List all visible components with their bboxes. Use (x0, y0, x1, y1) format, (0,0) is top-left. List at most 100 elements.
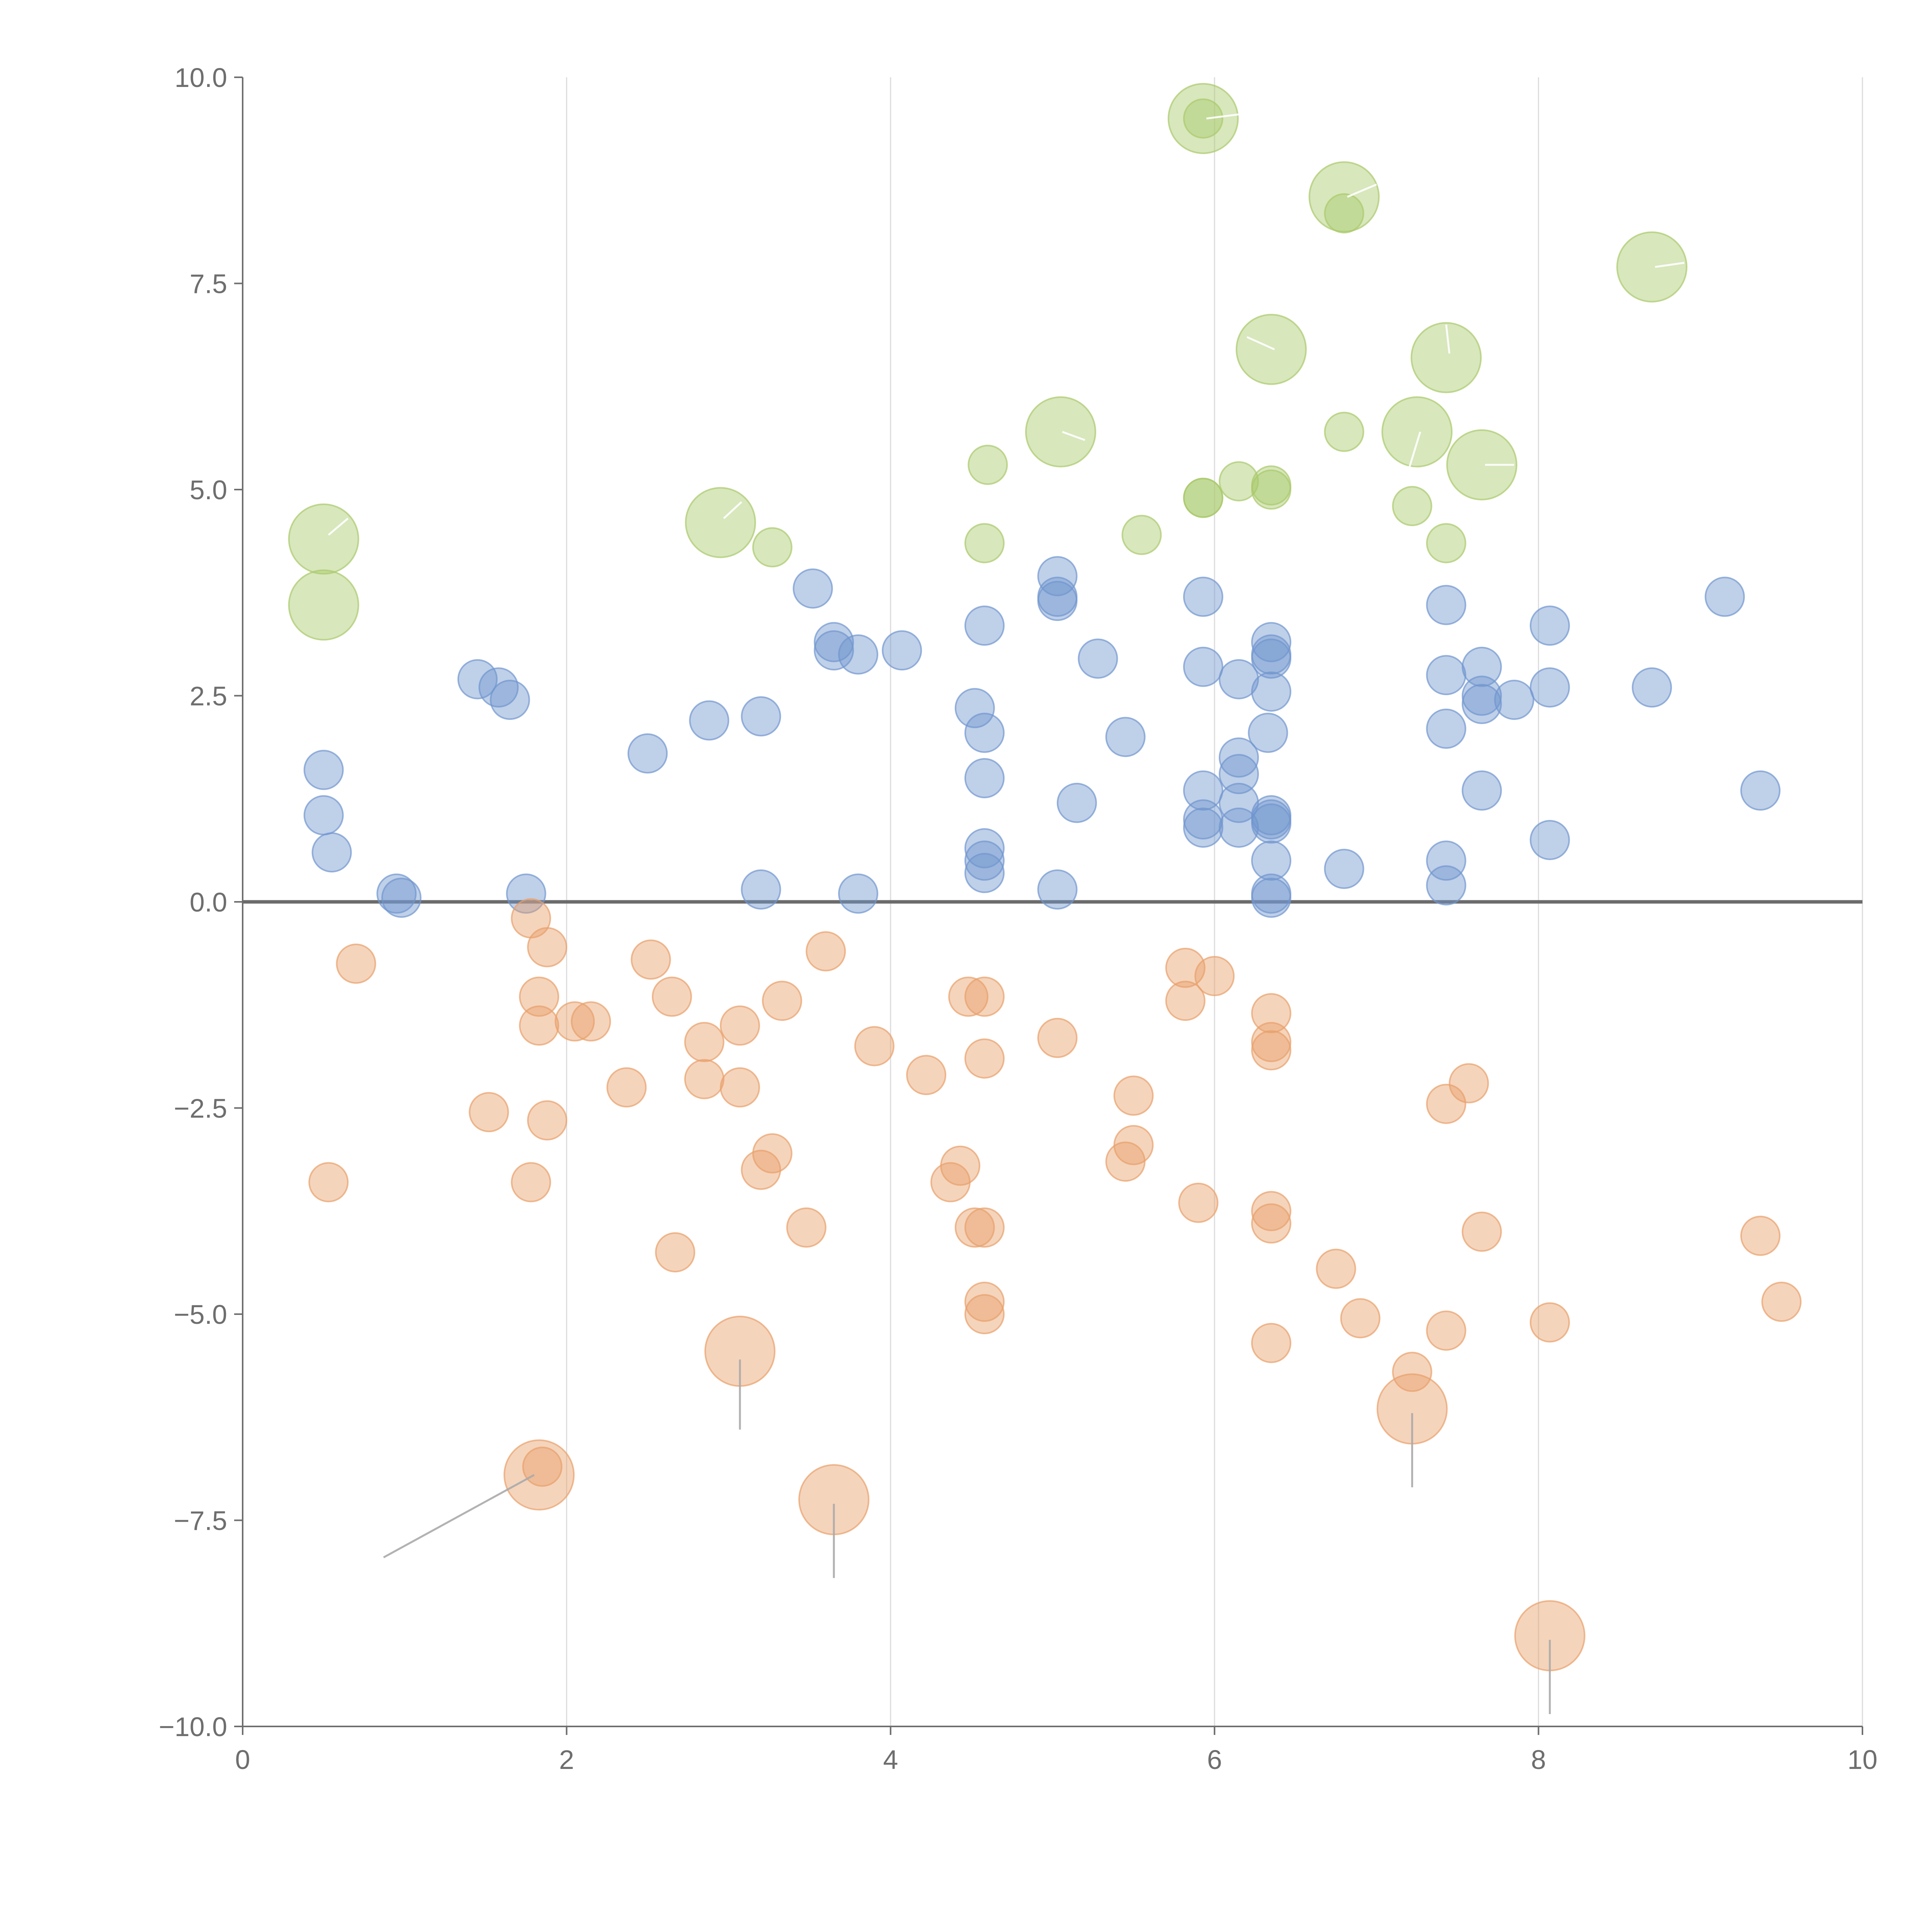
series-blue (303, 556, 1781, 918)
data-point-green (1616, 231, 1688, 303)
data-point-blue (1251, 622, 1291, 662)
data-point-green (964, 523, 1005, 563)
data-point-orange (469, 1092, 509, 1133)
data-point-orange (511, 1162, 551, 1202)
data-point-green (1381, 396, 1453, 468)
data-point-blue (964, 713, 1005, 753)
data-point-green (288, 503, 359, 575)
data-point-blue (1056, 782, 1097, 823)
data-point-blue (1251, 840, 1291, 881)
data-point-green (685, 487, 756, 558)
x-tick-label: 10 (1847, 1745, 1878, 1775)
data-point-orange (1740, 1216, 1781, 1256)
x-tick-label: 6 (1207, 1745, 1222, 1775)
annotation-line (723, 501, 742, 519)
data-point-blue (1251, 671, 1291, 712)
data-point-blue (964, 840, 1005, 881)
data-point-orange (519, 976, 560, 1017)
data-point-orange (964, 1038, 1005, 1079)
data-point-orange (1251, 1323, 1291, 1363)
data-point-orange (719, 1005, 760, 1046)
data-point-orange (631, 939, 671, 980)
data-point-blue (1632, 667, 1672, 708)
data-point-orange (1251, 1191, 1291, 1231)
data-point-blue (1037, 556, 1078, 597)
annotation-line (1247, 336, 1275, 350)
data-point-orange (684, 1022, 724, 1062)
annotation-line (383, 1474, 535, 1558)
data-point-orange (1037, 1018, 1078, 1058)
y-tick-label: 7.5 (190, 269, 227, 299)
series-orange (308, 898, 1802, 1672)
data-point-blue (1529, 667, 1570, 708)
data-point-green (1183, 98, 1223, 139)
data-point-green (752, 527, 793, 568)
annotation-line (1206, 113, 1239, 120)
data-point-orange (854, 1026, 895, 1066)
data-point-orange (519, 1005, 560, 1046)
data-point-blue (1078, 638, 1118, 679)
data-point-orange (1761, 1281, 1802, 1322)
data-point-green (1167, 83, 1239, 154)
y-axis-ticks: 10.0 7.5 5.0 2.5 0.0 −2.5 −5.0 −7.5 −10.0 (159, 63, 243, 1742)
data-point-blue (814, 622, 854, 662)
data-point-green (1392, 486, 1432, 526)
y-tick-label: 5.0 (190, 475, 227, 505)
y-tick-label: −2.5 (174, 1094, 227, 1124)
data-point-blue (741, 696, 781, 736)
data-point-blue (457, 659, 498, 699)
data-point-blue (1251, 638, 1291, 679)
data-point-blue (838, 634, 878, 675)
data-point-orange (948, 976, 989, 1017)
data-point-blue (814, 630, 854, 671)
data-point-blue (1183, 770, 1223, 811)
data-point-orange (1340, 1298, 1381, 1338)
data-point-blue (1183, 799, 1223, 840)
data-point-orange (752, 1133, 793, 1173)
y-tick-label: 2.5 (190, 681, 227, 711)
data-point-blue (1219, 782, 1259, 823)
data-point-blue (1461, 675, 1502, 716)
data-point-blue (381, 878, 422, 918)
data-point-blue (964, 758, 1005, 798)
data-point-orange (1113, 1125, 1154, 1165)
data-point-orange (527, 1100, 568, 1141)
data-point-green (1410, 322, 1482, 393)
data-point-blue (1037, 581, 1078, 621)
data-point-blue (1219, 754, 1259, 794)
data-point-green (1219, 461, 1259, 502)
data-point-blue (1251, 878, 1291, 918)
data-point-blue (964, 853, 1005, 893)
data-point-orange (606, 1067, 647, 1108)
x-tick-label: 8 (1531, 1745, 1546, 1775)
data-point-blue (689, 700, 730, 741)
data-point-orange (940, 1145, 981, 1186)
data-point-blue (793, 568, 833, 609)
y-tick-label: 0.0 (190, 887, 227, 917)
data-point-blue (1219, 807, 1259, 848)
y-tick-label: −5.0 (174, 1299, 227, 1330)
y-tick-label: 10.0 (175, 63, 227, 93)
annotation-line (1062, 431, 1085, 441)
data-point-blue (882, 630, 922, 671)
data-point-green (1324, 193, 1364, 234)
data-point-blue (1183, 646, 1223, 687)
data-point-orange (964, 976, 1005, 1017)
data-point-blue (964, 605, 1005, 646)
data-point-blue (490, 680, 530, 720)
data-point-orange (1251, 1203, 1291, 1244)
x-axis-ticks: 0 2 4 6 8 10 (235, 1726, 1878, 1775)
data-point-orange (522, 1446, 563, 1487)
data-point-orange (1392, 1352, 1432, 1392)
data-point-blue (478, 667, 519, 708)
data-point-green (1446, 429, 1517, 500)
data-point-orange (503, 1439, 575, 1511)
data-point-blue (303, 795, 344, 835)
data-point-blue (1426, 655, 1466, 696)
data-point-orange (1178, 1182, 1219, 1223)
data-point-orange (964, 1207, 1005, 1248)
data-point-orange (554, 1001, 595, 1042)
data-point-blue (303, 750, 344, 790)
